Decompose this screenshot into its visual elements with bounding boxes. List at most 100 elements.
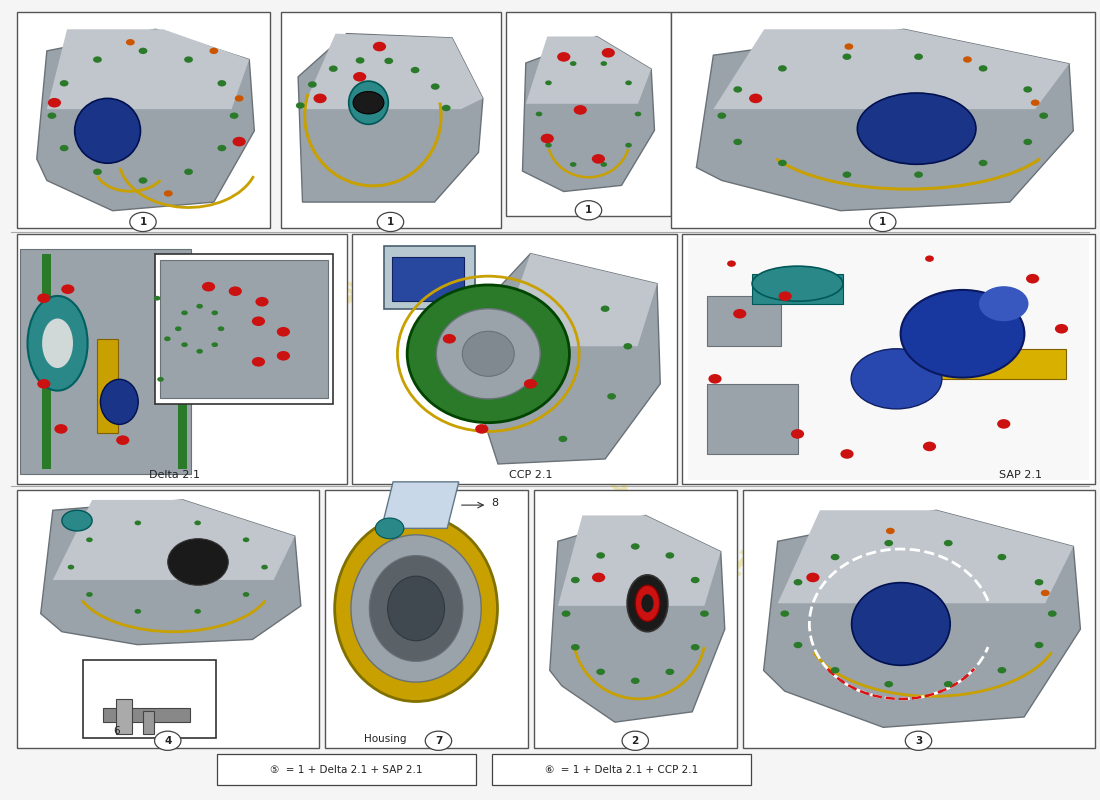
Polygon shape — [713, 30, 1069, 110]
Circle shape — [905, 731, 932, 750]
Circle shape — [37, 379, 51, 389]
Polygon shape — [778, 510, 1074, 603]
Bar — [752, 274, 843, 304]
Bar — [506, 12, 671, 216]
Circle shape — [243, 538, 250, 542]
Circle shape — [923, 442, 936, 451]
Ellipse shape — [370, 555, 463, 662]
Circle shape — [546, 142, 552, 147]
Circle shape — [134, 521, 141, 526]
Circle shape — [431, 83, 440, 90]
Circle shape — [979, 65, 988, 71]
Text: DEMO: DEMO — [666, 232, 918, 440]
Polygon shape — [298, 34, 483, 202]
Ellipse shape — [851, 582, 950, 666]
Circle shape — [308, 82, 317, 88]
Circle shape — [733, 309, 746, 318]
Polygon shape — [696, 30, 1074, 210]
Circle shape — [211, 310, 218, 315]
Ellipse shape — [351, 535, 481, 682]
Circle shape — [262, 565, 268, 570]
Bar — [742, 490, 1094, 748]
Text: 1: 1 — [585, 206, 592, 215]
Circle shape — [1055, 324, 1068, 334]
Bar — [385, 246, 475, 309]
Circle shape — [734, 138, 742, 145]
Circle shape — [182, 310, 188, 315]
Circle shape — [94, 56, 102, 62]
Polygon shape — [455, 254, 660, 464]
Circle shape — [139, 48, 147, 54]
Bar — [117, 699, 132, 734]
Circle shape — [410, 67, 419, 74]
Text: 3: 3 — [915, 736, 922, 746]
Bar — [706, 296, 781, 346]
Text: 1: 1 — [140, 217, 146, 227]
Bar — [682, 234, 1094, 484]
Text: 1: 1 — [387, 217, 394, 227]
Circle shape — [277, 327, 290, 337]
Polygon shape — [302, 34, 483, 110]
Circle shape — [182, 342, 188, 347]
Text: ⑤  = 1 + Delta 2.1 + SAP 2.1: ⑤ = 1 + Delta 2.1 + SAP 2.1 — [271, 765, 422, 774]
Circle shape — [218, 326, 224, 331]
Text: Delta 2.1: Delta 2.1 — [150, 470, 200, 480]
Bar — [671, 12, 1094, 228]
Circle shape — [625, 81, 631, 86]
Circle shape — [1035, 579, 1044, 586]
Ellipse shape — [437, 309, 540, 399]
Bar — [84, 660, 216, 738]
Circle shape — [886, 528, 894, 534]
Polygon shape — [53, 500, 295, 580]
Circle shape — [734, 86, 742, 93]
Circle shape — [175, 326, 182, 331]
Circle shape — [442, 334, 456, 343]
Circle shape — [475, 424, 488, 434]
Circle shape — [195, 521, 201, 526]
Bar — [103, 708, 189, 722]
Text: #d4b800: #d4b800 — [572, 447, 579, 448]
Circle shape — [536, 111, 542, 116]
Circle shape — [86, 592, 92, 597]
Circle shape — [154, 731, 180, 750]
Circle shape — [570, 162, 576, 167]
Circle shape — [117, 435, 130, 445]
Ellipse shape — [462, 331, 515, 376]
Circle shape — [209, 48, 218, 54]
Text: 7: 7 — [434, 736, 442, 746]
Circle shape — [329, 66, 338, 72]
Circle shape — [845, 43, 854, 50]
Circle shape — [830, 554, 839, 560]
Circle shape — [717, 113, 726, 119]
Bar — [161, 260, 328, 398]
Circle shape — [700, 610, 708, 617]
Ellipse shape — [627, 575, 668, 632]
Circle shape — [164, 336, 170, 341]
Bar — [16, 490, 319, 748]
Circle shape — [559, 436, 568, 442]
Circle shape — [252, 317, 265, 326]
Circle shape — [314, 94, 327, 103]
Circle shape — [575, 201, 602, 220]
Circle shape — [840, 449, 854, 458]
Circle shape — [353, 72, 366, 82]
Circle shape — [793, 642, 802, 648]
Circle shape — [843, 54, 851, 60]
Bar — [392, 258, 464, 302]
Circle shape — [607, 393, 616, 399]
Ellipse shape — [901, 290, 1024, 378]
Circle shape — [296, 102, 305, 109]
Polygon shape — [498, 254, 657, 346]
Bar — [280, 12, 500, 228]
Circle shape — [944, 681, 953, 687]
Circle shape — [442, 105, 451, 111]
Circle shape — [524, 379, 537, 389]
Circle shape — [998, 667, 1006, 674]
Circle shape — [691, 577, 700, 583]
Circle shape — [426, 731, 452, 750]
Circle shape — [666, 669, 674, 675]
Circle shape — [157, 377, 164, 382]
Text: Housing: Housing — [364, 734, 407, 744]
Circle shape — [1023, 138, 1032, 145]
Circle shape — [571, 577, 580, 583]
